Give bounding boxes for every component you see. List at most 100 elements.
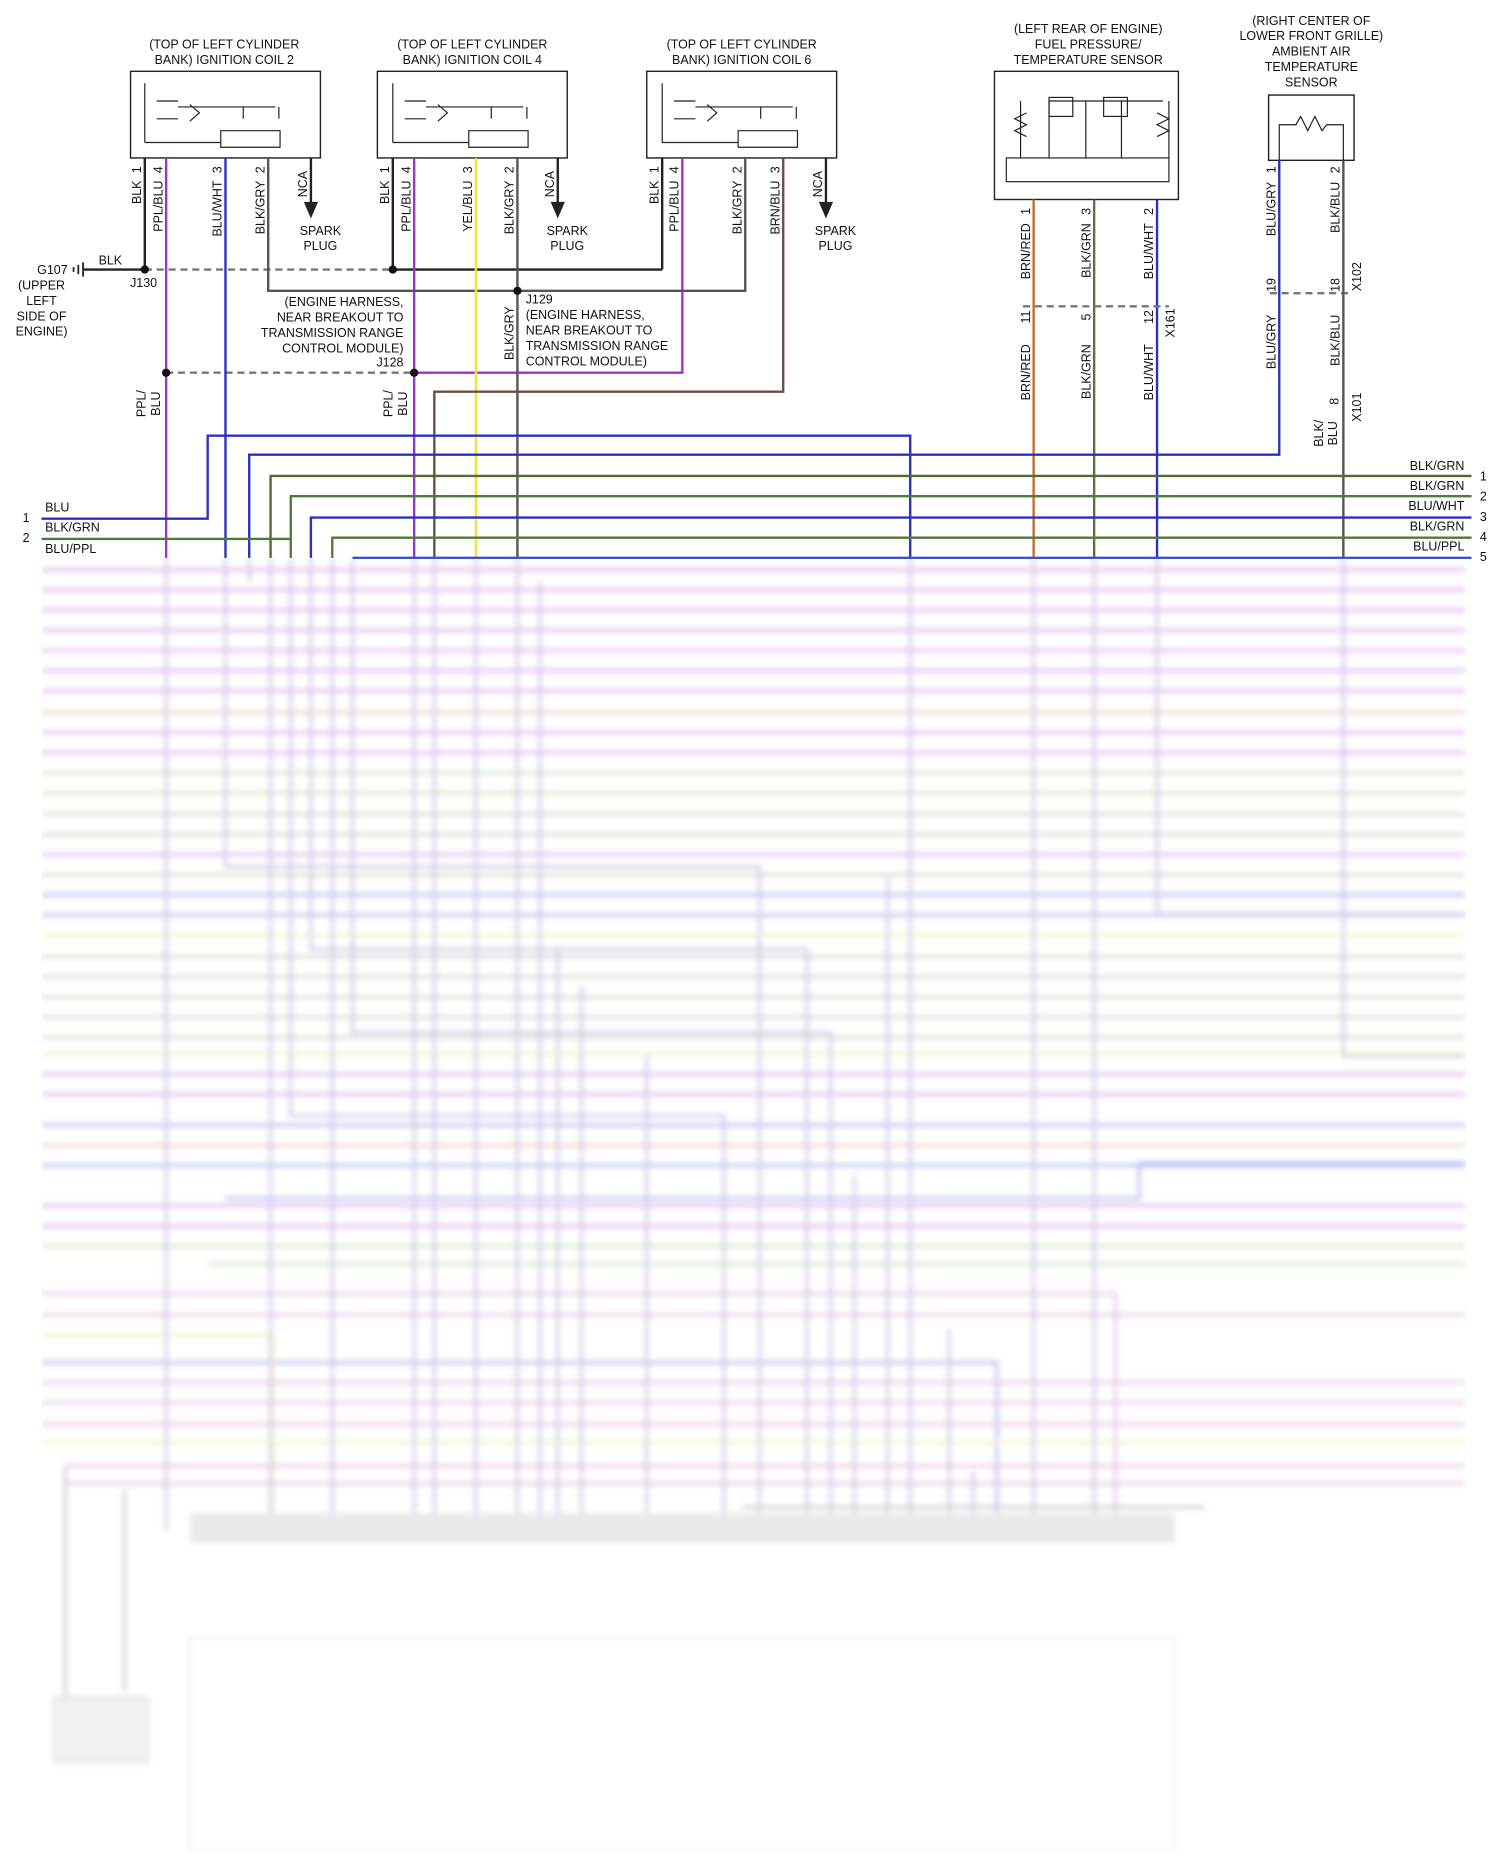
splice: [410, 368, 419, 377]
wire-label: BLU: [1326, 421, 1340, 445]
wire-label: BLU/GRY: [1264, 314, 1278, 369]
connector-pin: 11: [1019, 310, 1033, 323]
wire-label: BLU/WHT: [1142, 344, 1156, 400]
splice: [161, 368, 171, 377]
splice-note: (ENGINE HARNESS,: [284, 295, 403, 309]
connector-pin: 5: [1079, 313, 1093, 320]
wire-label: BLK/GRN: [1079, 344, 1093, 399]
coil-box: [129, 70, 322, 159]
sensor-box: [1267, 94, 1355, 162]
wire-blk-gry: [267, 157, 747, 558]
wire-label: BLK: [378, 180, 392, 204]
pin-number: 4: [668, 166, 682, 173]
wire-label: PPL/BLU: [151, 181, 165, 232]
connector-name: X101: [1350, 393, 1364, 422]
wire-label: BLU/WHT: [1408, 499, 1464, 513]
coil-box: [646, 70, 838, 159]
component-title: BANK) IGNITION COIL 2: [155, 53, 294, 67]
component-title: TEMPERATURE SENSOR: [1014, 53, 1163, 67]
connector-pin: 1: [1480, 469, 1487, 483]
wire-blu-wht: [309, 516, 1472, 558]
component-title: FUEL PRESSURE/: [1035, 38, 1142, 52]
wire-label: PPL/: [135, 390, 149, 418]
ground-location: LEFT: [26, 294, 57, 308]
component-title: (LEFT REAR OF ENGINE): [1014, 22, 1163, 36]
connector-name: X161: [1164, 308, 1178, 337]
splice-name: J128: [376, 356, 403, 370]
connector-pin: 5: [1480, 550, 1487, 564]
pin-number: 1: [130, 166, 144, 173]
connector-pin: 8: [1327, 398, 1341, 405]
wire-nca: [309, 157, 828, 205]
wire-label: BLK/GRY: [730, 180, 744, 234]
wire-label: BLK: [647, 180, 661, 204]
splice-note: NEAR BREAKOUT TO: [277, 310, 404, 324]
wire-label: BLK/BLU: [1329, 182, 1343, 233]
pin-number: 1: [378, 166, 392, 173]
splice-note: (ENGINE HARNESS,: [526, 308, 645, 322]
pin-number: 1: [1019, 208, 1033, 215]
nca-label: NCA: [296, 170, 310, 197]
pin-number: 2: [503, 166, 517, 173]
component-title: (TOP OF LEFT CYLINDER: [149, 38, 299, 52]
wire-label: BLK/BLU: [1329, 315, 1343, 366]
load-label: PLUG: [550, 239, 584, 253]
component-title: BANK) IGNITION COIL 6: [672, 53, 811, 67]
wire-label: BLK/GRY: [503, 306, 517, 360]
component-title: LOWER FRONT GRILLE): [1239, 29, 1383, 43]
pin-number: 4: [151, 166, 165, 173]
pin-number: 3: [461, 166, 475, 173]
component-title: (RIGHT CENTER OF: [1252, 14, 1370, 28]
wire-label: BRN/RED: [1019, 223, 1033, 279]
component-title: BANK) IGNITION COIL 4: [403, 53, 542, 67]
arrowhead: [303, 201, 834, 219]
wire-label: BLK: [99, 253, 123, 267]
wire-label: BLK/GRN: [1410, 519, 1465, 533]
wire-label: BLU: [396, 391, 410, 415]
wire-label: BLU/GRY: [1264, 181, 1278, 236]
wire-label: BLK/GRN: [45, 521, 100, 535]
pin-number: 3: [768, 166, 782, 173]
component-title: TEMPERATURE: [1265, 60, 1358, 74]
coil-symbol: [661, 83, 799, 148]
sensor-inner: [1005, 157, 1170, 183]
splice-name: J130: [130, 276, 157, 290]
wire-label: PPL/BLU: [668, 181, 682, 232]
wire-blk-grn: [331, 536, 1472, 558]
connector-pin: 1: [23, 511, 30, 525]
wire-blk: [83, 157, 664, 271]
connector-name: X102: [1350, 262, 1364, 291]
pin-number: 1: [1264, 166, 1278, 173]
component-boxes: [129, 70, 1355, 201]
wire-label: PPL/BLU: [399, 181, 413, 232]
connector-pin: 18: [1329, 278, 1343, 292]
splice: [388, 265, 397, 274]
splice-note: CONTROL MODULE): [526, 354, 647, 368]
pin-number: 3: [211, 166, 225, 173]
wire-label: BRN/BLU: [768, 180, 782, 234]
wire-blk-grn: [41, 494, 1472, 558]
load-label: SPARK: [815, 224, 857, 238]
wire-label: BLU: [45, 500, 69, 514]
wire-label: BLU: [149, 391, 163, 415]
coil-symbol: [144, 83, 281, 148]
pin-number: 3: [1079, 208, 1093, 215]
blur-overlay: [0, 557, 1500, 1861]
connector-pin: 3: [1480, 510, 1487, 524]
component-title: (TOP OF LEFT CYLINDER: [397, 38, 547, 52]
ground-location: SIDE OF: [17, 309, 67, 323]
blurred-section: [41, 557, 1466, 1852]
sensor-element: [1103, 96, 1128, 118]
splice: [140, 265, 149, 274]
thermistor-symbol: [1278, 115, 1344, 161]
wire-label: BRN/RED: [1019, 344, 1033, 400]
wire-ppl-blu: [164, 157, 684, 558]
sensor-element: [1048, 96, 1074, 118]
wire-label: BLK/GRY: [503, 180, 517, 234]
connector-pin: 12: [1142, 310, 1156, 324]
splice: [513, 286, 522, 296]
ground-symbol: [72, 262, 84, 277]
splice-note: CONTROL MODULE): [282, 341, 403, 355]
splice-note: NEAR BREAKOUT TO: [526, 324, 653, 338]
